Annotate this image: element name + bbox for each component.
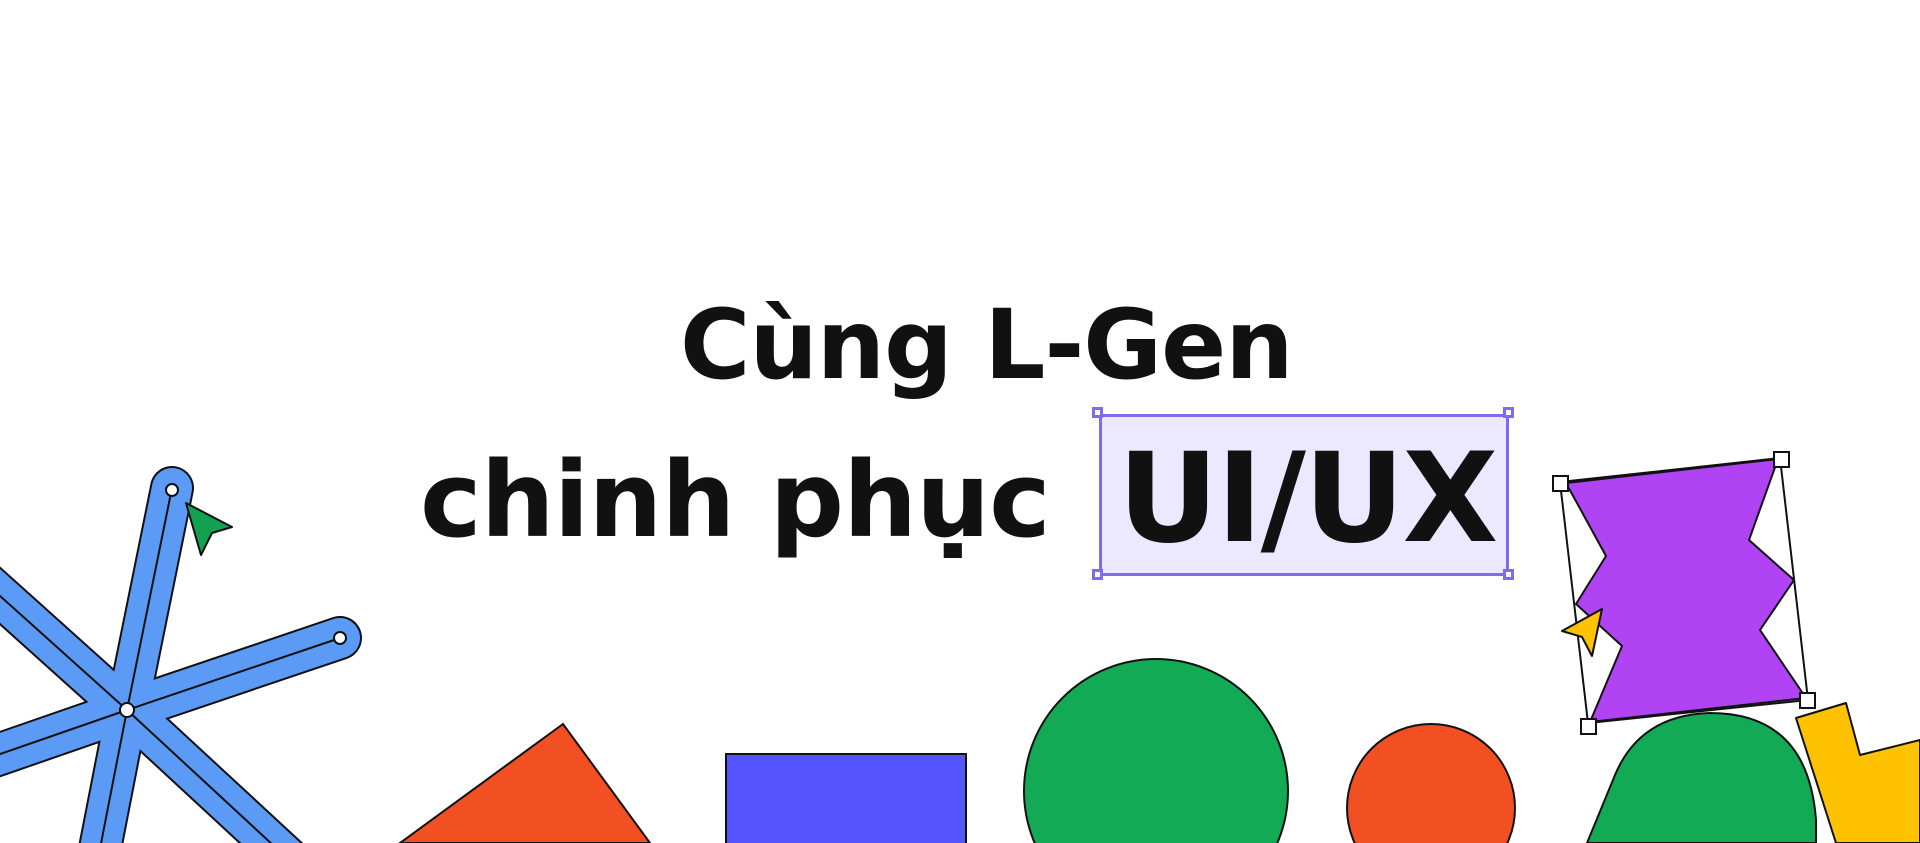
resize-handle-top-right[interactable] (1503, 407, 1514, 418)
highlight-text: UI/UX (1112, 424, 1502, 574)
orange-triangle-shape (400, 724, 650, 843)
resize-handle-bottom-right[interactable] (1503, 569, 1514, 580)
yellow-cursor-icon (1562, 609, 1602, 656)
resize-handle-top-left[interactable] (1092, 407, 1103, 418)
resize-handle-bottom-left[interactable] (1092, 569, 1103, 580)
green-cursor-icon (186, 503, 232, 555)
orange-circle-shape (1347, 724, 1515, 843)
green-circle-shape (1024, 659, 1288, 843)
headline-line-2: chinh phục (420, 440, 1050, 560)
purple-bowtie-shape (1553, 452, 1815, 734)
green-arch-shape (1587, 713, 1816, 843)
blue-star-shape (0, 484, 346, 843)
headline-line-1: Cùng L-Gen (680, 290, 1293, 400)
indigo-rectangle-shape (726, 754, 966, 843)
